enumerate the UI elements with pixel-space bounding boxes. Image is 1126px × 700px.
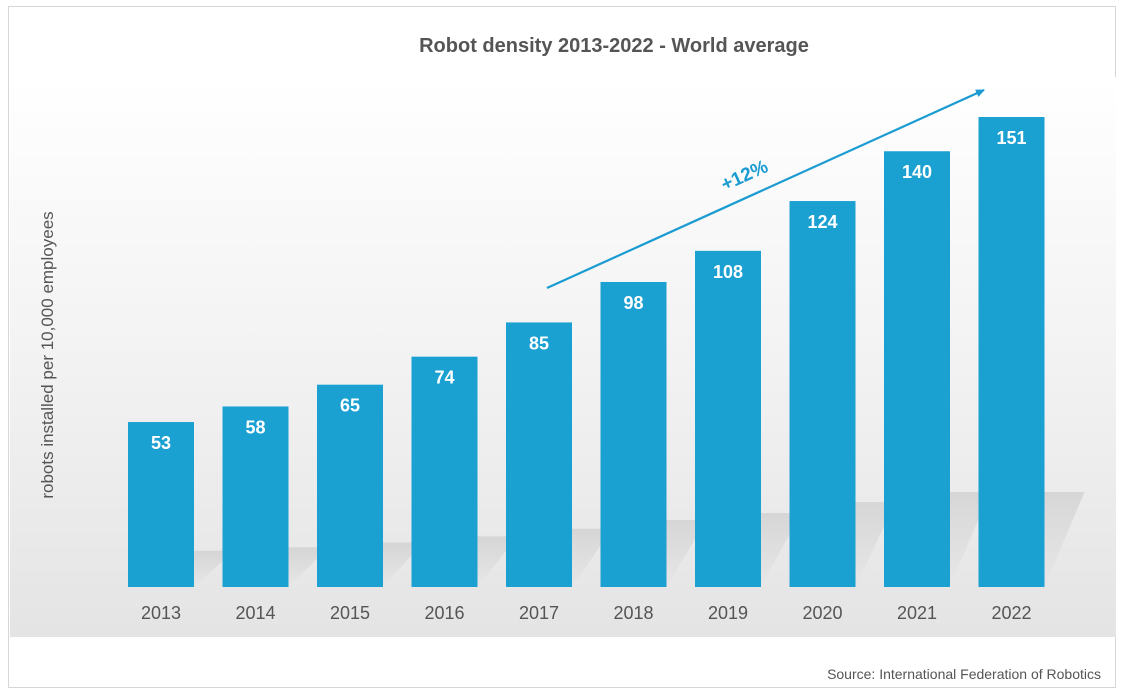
chart-title: Robot density 2013-2022 - World average (419, 35, 809, 57)
bar-2014 (222, 406, 289, 587)
bar-value-label-2020: 124 (807, 212, 837, 232)
bar-value-label-2018: 98 (623, 293, 643, 313)
bar-value-label-2021: 140 (902, 162, 932, 182)
x-tick-label-2018: 2018 (613, 603, 653, 623)
bar-value-label-2022: 151 (996, 128, 1026, 148)
bar-value-label-2013: 53 (151, 433, 171, 453)
bars-group: 53 2013 58 2014 65 2015 74 2016 85 2017 98 2018 108 2… (128, 117, 1085, 623)
bar-2021 (884, 151, 950, 587)
x-tick-label-2015: 2015 (330, 603, 370, 623)
x-tick-label-2019: 2019 (708, 603, 748, 623)
y-axis-label: robots installed per 10,000 employees (38, 211, 57, 498)
growth-trend-arrow (546, 88, 985, 290)
bar-2020 (789, 201, 856, 587)
chart-frame: Robot density 2013-2022 - World average … (8, 6, 1116, 688)
x-tick-label-2021: 2021 (897, 603, 937, 623)
x-tick-label-2022: 2022 (991, 603, 1031, 623)
bar-2019 (695, 250, 761, 587)
bar-2018 (600, 281, 667, 587)
bar-2013 (128, 422, 194, 587)
x-tick-label-2016: 2016 (424, 603, 464, 623)
bar-value-label-2016: 74 (434, 368, 454, 388)
x-tick-label-2013: 2013 (141, 603, 181, 623)
bar-chart: Robot density 2013-2022 - World average … (10, 35, 1116, 682)
x-tick-label-2014: 2014 (235, 603, 275, 623)
bar-2016 (411, 356, 478, 587)
x-tick-label-2017: 2017 (519, 603, 559, 623)
bar-value-label-2017: 85 (529, 333, 549, 353)
bar-2022 (978, 117, 1045, 587)
bar-value-label-2019: 108 (713, 262, 743, 282)
x-tick-label-2020: 2020 (802, 603, 842, 623)
bar-value-label-2015: 65 (340, 396, 360, 416)
bar-2015 (317, 384, 383, 587)
source-note: Source: International Federation of Robo… (827, 666, 1101, 682)
bar-2017 (506, 322, 572, 587)
bar-value-label-2014: 58 (245, 417, 265, 437)
